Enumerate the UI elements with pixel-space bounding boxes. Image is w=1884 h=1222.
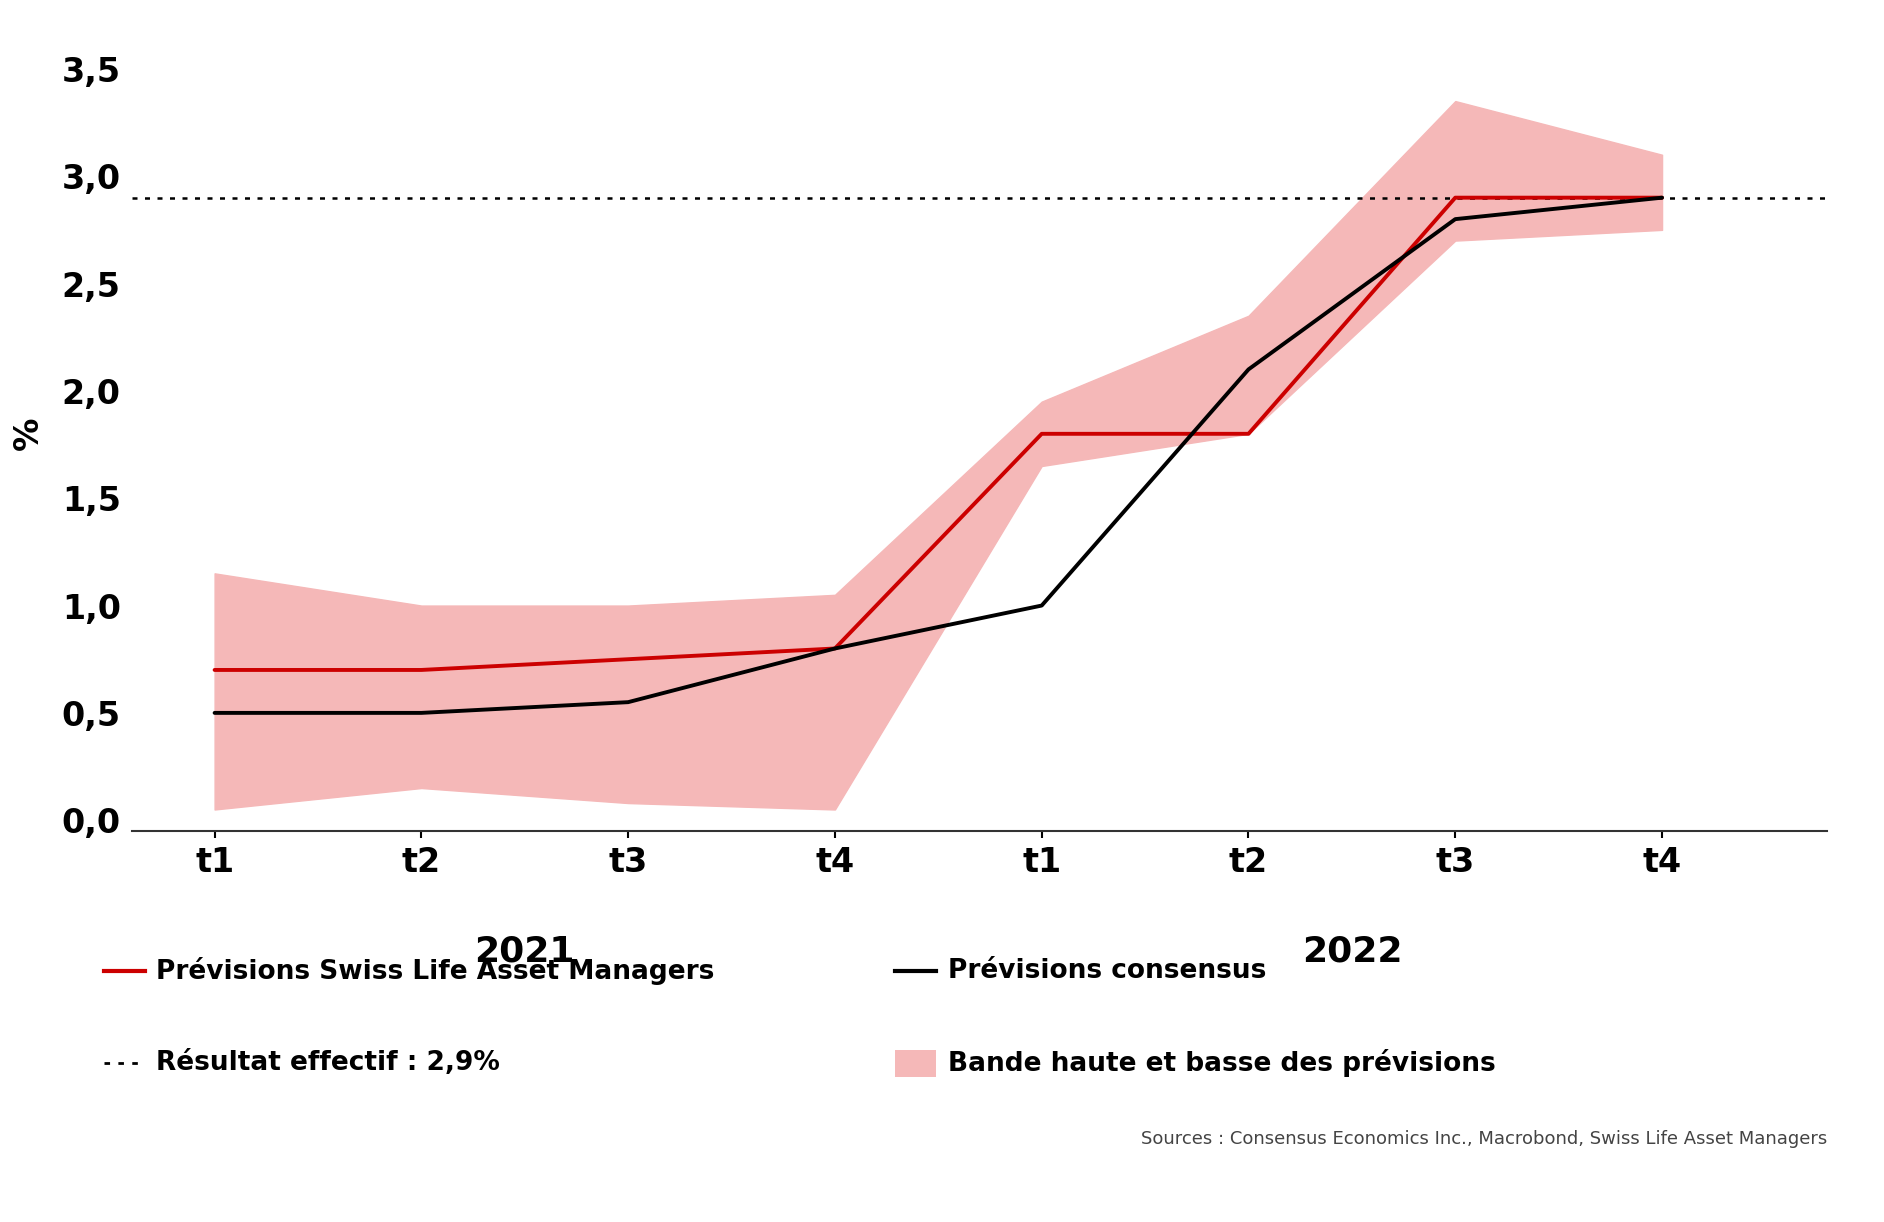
Text: Prévisions Swiss Life Asset Managers: Prévisions Swiss Life Asset Managers bbox=[156, 958, 714, 985]
Text: Résultat effectif : 2,9%: Résultat effectif : 2,9% bbox=[156, 1050, 501, 1077]
Y-axis label: %: % bbox=[11, 417, 45, 451]
Text: 2022: 2022 bbox=[1302, 934, 1402, 968]
Text: Sources : Consensus Economics Inc., Macrobond, Swiss Life Asset Managers: Sources : Consensus Economics Inc., Macr… bbox=[1142, 1130, 1827, 1147]
Text: 2021: 2021 bbox=[475, 934, 575, 968]
Text: Bande haute et basse des prévisions: Bande haute et basse des prévisions bbox=[948, 1050, 1496, 1077]
Text: Prévisions consensus: Prévisions consensus bbox=[948, 958, 1266, 985]
